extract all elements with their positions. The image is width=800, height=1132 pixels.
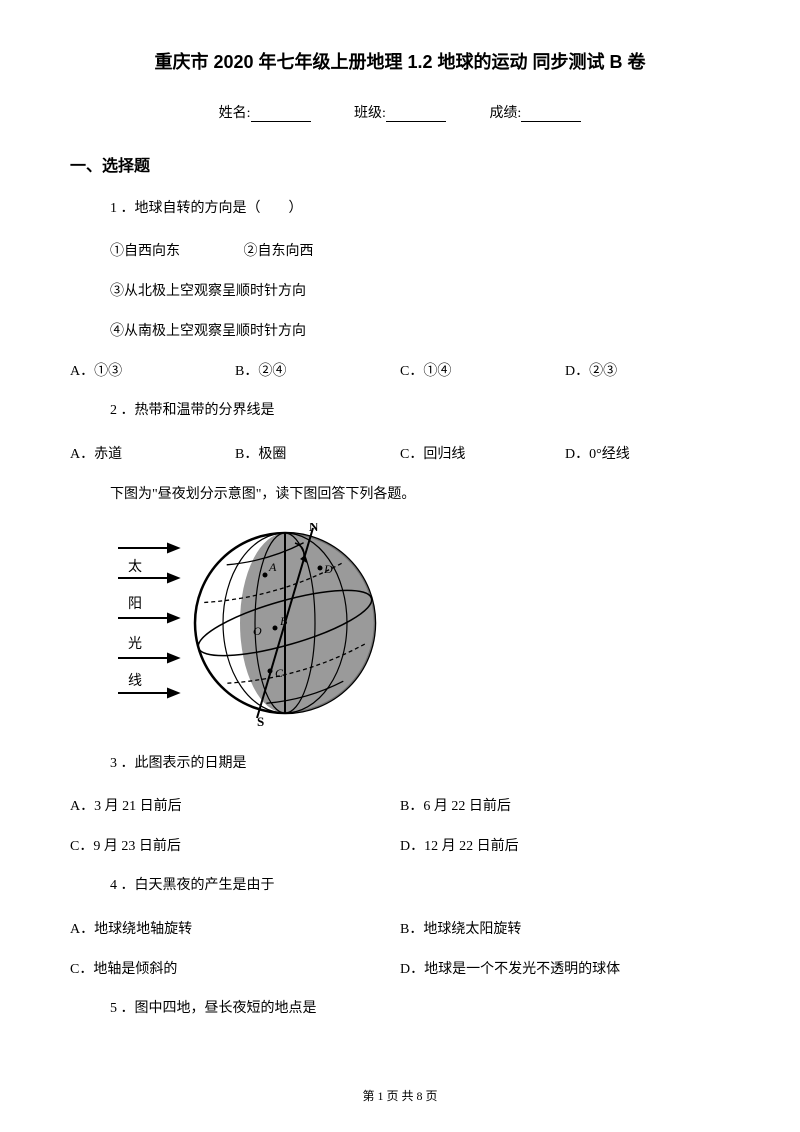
class-label: 班级:: [354, 102, 386, 122]
q5-stem: 5 ．图中四地，昼长夜短的地点是: [70, 998, 730, 1020]
svg-text:C: C: [275, 666, 284, 680]
q1-optB: B．②④: [235, 360, 400, 380]
q1-optC: C．①④: [400, 360, 565, 380]
svg-text:太: 太: [128, 559, 142, 575]
svg-text:光: 光: [128, 636, 142, 652]
q1-stem: 1 ．地球自转的方向是（ ）: [70, 198, 730, 220]
svg-text:N: N: [309, 523, 319, 534]
svg-text:A: A: [268, 560, 277, 574]
q4-options-2: C．地轴是倾斜的 D．地球是一个不发光不透明的球体: [70, 958, 730, 978]
q3-optA: A．3 月 21 日前后: [70, 795, 400, 815]
page-title: 重庆市 2020 年七年级上册地理 1.2 地球的运动 同步测试 B 卷: [70, 48, 730, 74]
class-blank: [386, 106, 446, 122]
page-footer: 第 1 页 共 8 页: [0, 1087, 800, 1104]
q2-optD: D．0°经线: [565, 443, 730, 463]
q2-options: A．赤道 B．极圈 C．回归线 D．0°经线: [70, 443, 730, 463]
q4-optD: D．地球是一个不发光不透明的球体: [400, 958, 730, 978]
name-blank: [251, 106, 311, 122]
score-label: 成绩:: [489, 102, 521, 122]
q2-optB: B．极圈: [235, 443, 400, 463]
student-info-line: 姓名: 班级: 成绩:: [70, 102, 730, 122]
q2-optC: C．回归线: [400, 443, 565, 463]
q4-optA: A．地球绕地轴旋转: [70, 918, 400, 938]
name-label: 姓名:: [219, 102, 251, 122]
svg-text:线: 线: [128, 673, 142, 689]
q4-optC: C．地轴是倾斜的: [70, 958, 400, 978]
q1-opt2: ②自东向西: [244, 244, 314, 259]
q4-stem: 4 ．白天黑夜的产生是由于: [70, 875, 730, 897]
svg-text:O: O: [253, 624, 262, 638]
q3-optD: D．12 月 22 日前后: [400, 835, 730, 855]
q3-optB: B．6 月 22 日前后: [400, 795, 730, 815]
figure-intro: 下图为"昼夜划分示意图"，读下图回答下列各题。: [70, 483, 730, 503]
svg-text:S: S: [257, 714, 264, 728]
q3-options-2: C．9 月 23 日前后 D．12 月 22 日前后: [70, 835, 730, 855]
score-blank: [521, 106, 581, 122]
q1-optD: D．②③: [565, 360, 730, 380]
q4-optB: B．地球绕太阳旋转: [400, 918, 730, 938]
svg-text:D: D: [323, 562, 333, 576]
q1-opt1: ①自西向东: [110, 244, 180, 259]
svg-text:B: B: [280, 614, 288, 628]
q1-options: A．①③ B．②④ C．①④ D．②③: [70, 360, 730, 380]
q1-line1: ①自西向东 ②自东向西: [70, 240, 730, 260]
svg-text:阳: 阳: [128, 596, 142, 612]
q3-options-1: A．3 月 21 日前后 B．6 月 22 日前后: [70, 795, 730, 815]
q4-options-1: A．地球绕地轴旋转 B．地球绕太阳旋转: [70, 918, 730, 938]
q2-stem: 2 ．热带和温带的分界线是: [70, 400, 730, 422]
q3-optC: C．9 月 23 日前后: [70, 835, 400, 855]
q2-optA: A．赤道: [70, 443, 235, 463]
q1-line2: ③从北极上空观察呈顺时针方向: [70, 280, 730, 300]
q3-stem: 3 ．此图表示的日期是: [70, 753, 730, 775]
section-heading: 一、选择题: [70, 152, 730, 176]
q1-optA: A．①③: [70, 360, 235, 380]
day-night-figure: 太 阳 光 线 N S A: [70, 523, 730, 733]
q1-line3: ④从南极上空观察呈顺时针方向: [70, 320, 730, 340]
